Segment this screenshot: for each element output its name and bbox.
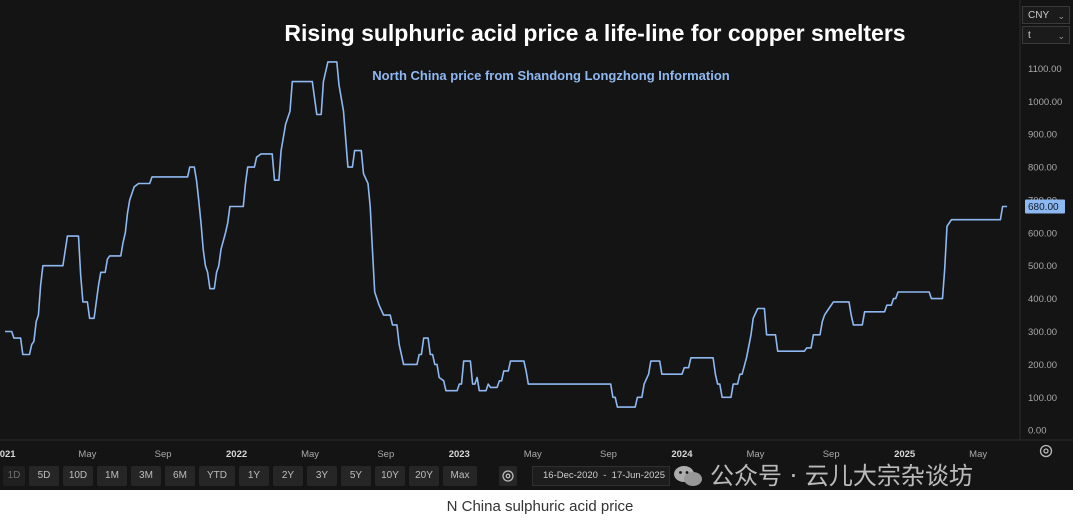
y-tick-label: 800.00 [1028, 163, 1057, 174]
currency-select[interactable]: CNY ⌄ [1022, 6, 1070, 24]
x-tick-label: Sep [377, 449, 394, 460]
y-tick-label: 400.00 [1028, 294, 1057, 305]
range-button-1d[interactable]: 1D [3, 466, 25, 486]
range-button-2y[interactable]: 2Y [273, 466, 303, 486]
y-tick-label: 300.00 [1028, 327, 1057, 338]
range-button-5y[interactable]: 5Y [341, 466, 371, 486]
series-line [5, 61, 1008, 408]
range-button-1m[interactable]: 1M [97, 466, 127, 486]
range-button-10d[interactable]: 10D [63, 466, 93, 486]
x-tick-label: May [78, 449, 96, 460]
range-button-3y[interactable]: 3Y [307, 466, 337, 486]
y-tick-label: 1100.00 [1028, 64, 1062, 75]
figure-caption: N China sulphuric acid price [446, 498, 634, 515]
range-button-6m[interactable]: 6M [165, 466, 195, 486]
y-tick-label: 100.00 [1028, 393, 1057, 404]
chevron-down-icon: ⌄ [1057, 31, 1065, 41]
watermark-text: 公众号 · 云儿大宗杂谈坊 [710, 462, 973, 490]
range-toolbar: 16-Dec-2020 - 17-Jun-2025 1D 5D 10D 1M 3M 6M Y… [0, 465, 1073, 487]
x-axis: 2021 May Sep 2022 May Sep 2023 May Sep 2024 May Sep… [0, 449, 987, 460]
range-button-max[interactable]: Max [443, 466, 477, 486]
x-tick-label: 2023 [449, 449, 470, 460]
chart-panel: Rising sulphuric acid price a life-line … [0, 0, 1073, 490]
chart-subtitle: North China price from Shandong Longzhon… [372, 68, 730, 83]
gear-icon [502, 470, 514, 482]
currency-value: CNY [1028, 10, 1050, 21]
y-tick-label: 900.00 [1028, 130, 1057, 141]
last-value-label: 680.00 [1028, 202, 1059, 213]
range-button-10y[interactable]: 10Y [375, 466, 405, 486]
chart-title: Rising sulphuric acid price a life-line … [284, 20, 905, 46]
x-tick-label: Sep [155, 449, 172, 460]
range-button-1y[interactable]: 1Y [239, 466, 269, 486]
date-range-picker[interactable]: 16-Dec-2020 - 17-Jun-2025 [532, 466, 670, 486]
x-tick-label: 2025 [894, 449, 916, 460]
chart-svg: Rising sulphuric acid price a life-line … [0, 0, 1073, 460]
x-tick-label: May [969, 449, 987, 460]
last-value-badge: 680.00 [1025, 199, 1065, 214]
x-tick-label: 2024 [671, 449, 693, 460]
date-separator: - [603, 470, 607, 481]
y-tick-label: 1000.00 [1028, 97, 1062, 108]
y-tick-label: 200.00 [1028, 360, 1057, 371]
date-from: 16-Dec-2020 [543, 470, 598, 481]
range-button-3m[interactable]: 3M [131, 466, 161, 486]
wechat-icon [674, 466, 702, 486]
range-button-20y[interactable]: 20Y [409, 466, 439, 486]
chevron-down-icon: ⌄ [1057, 11, 1065, 21]
range-settings-button[interactable] [499, 466, 517, 486]
watermark: 公众号 · 云儿大宗杂谈坊 [672, 461, 1072, 491]
x-tick-label: 2021 [0, 449, 16, 460]
x-tick-label: May [301, 449, 319, 460]
date-to: 17-Jun-2025 [611, 470, 666, 481]
unit-select[interactable]: t ⌄ [1022, 26, 1070, 44]
y-tick-label: 600.00 [1028, 228, 1057, 239]
axis-settings-button[interactable] [1037, 442, 1055, 460]
x-tick-label: Sep [823, 449, 840, 460]
y-axis: 0.00 100.00 200.00 300.00 400.00 500.00 600.00… [1028, 64, 1062, 437]
x-tick-label: May [524, 449, 542, 460]
x-tick-label: 2022 [226, 449, 247, 460]
unit-value: t [1028, 30, 1031, 41]
gear-icon [1039, 444, 1053, 458]
range-button-5d[interactable]: 5D [29, 466, 59, 486]
x-tick-label: Sep [600, 449, 617, 460]
y-tick-label: 500.00 [1028, 261, 1057, 272]
range-button-ytd[interactable]: YTD [199, 466, 235, 486]
x-tick-label: May [746, 449, 764, 460]
y-tick-label: 0.00 [1028, 426, 1047, 437]
